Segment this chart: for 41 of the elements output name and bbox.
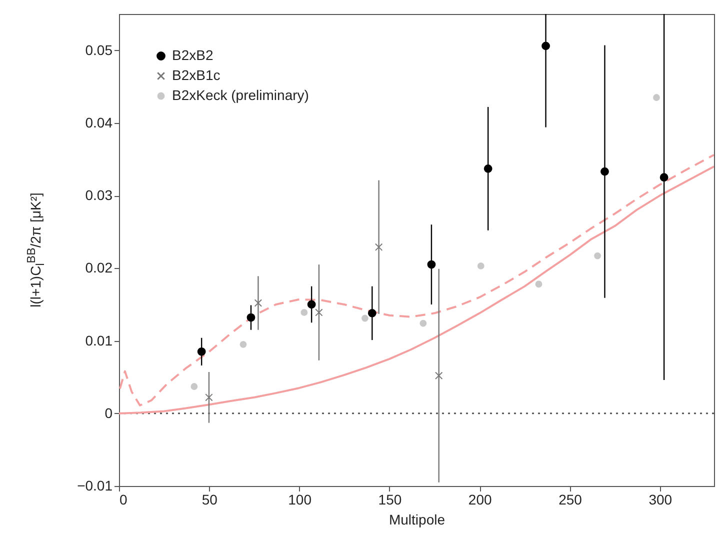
point [477, 262, 484, 270]
point [315, 308, 323, 316]
point [600, 167, 609, 176]
x-tick-label: 50 [202, 492, 218, 508]
point [660, 173, 668, 182]
y-tick-label: 0.05 [85, 42, 113, 58]
point [420, 320, 427, 327]
point [205, 394, 213, 402]
x-tick-label: 300 [648, 492, 672, 508]
x-tick-label: 250 [558, 492, 582, 508]
y-tick-label: 0.04 [85, 114, 113, 130]
point [307, 300, 316, 309]
y-tick-label: 0.03 [85, 187, 113, 204]
y-tick-label: −0.01 [77, 478, 113, 494]
y-tick-label: 0 [104, 404, 113, 421]
x-tick-label: 200 [468, 492, 492, 508]
point [435, 372, 443, 380]
point [300, 308, 308, 316]
point [374, 243, 383, 251]
point [240, 340, 247, 348]
point [190, 383, 198, 390]
point [484, 164, 492, 173]
x-tick-label: 0 [120, 492, 128, 508]
point [427, 260, 436, 269]
legend-label: B2xB2 [172, 47, 214, 63]
y-tick-label: 0.01 [85, 332, 113, 348]
legend-label: B2xKeck (preliminary) [172, 87, 309, 103]
point [542, 42, 550, 50]
x-axis-title: Multipole [388, 512, 446, 528]
y-tick-label: 0.02 [85, 260, 113, 276]
point [594, 252, 601, 260]
x-tick-label: 150 [378, 492, 402, 508]
legend-label: B2xB1c [172, 67, 220, 83]
point [254, 299, 262, 307]
x-tick-label: 100 [288, 492, 312, 508]
point [368, 308, 376, 318]
point [246, 313, 256, 322]
point [361, 314, 368, 322]
point [535, 280, 542, 288]
point [197, 347, 206, 356]
point [653, 94, 660, 101]
